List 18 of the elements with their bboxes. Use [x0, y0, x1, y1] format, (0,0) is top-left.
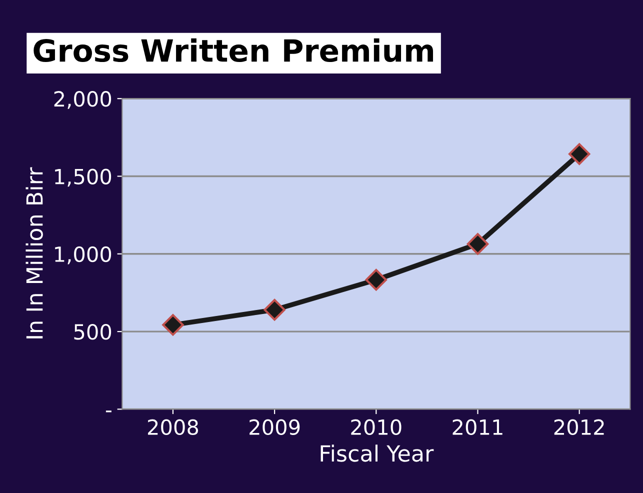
- y-tick-label: -: [106, 410, 112, 412]
- point: [466, 233, 489, 255]
- y-tick-label: 1,500: [55, 168, 112, 187]
- chart-title: Gross Written Premium: [34, 38, 434, 62]
- x-tick-label: 2012: [554, 419, 604, 436]
- point: [264, 298, 286, 321]
- x-tick-label: 2008: [148, 419, 198, 436]
- point: [162, 314, 184, 336]
- y-tick-label: 1,000: [55, 246, 112, 264]
- y-tick-label: 500: [74, 324, 112, 340]
- y-axis-title: In In Million Birr: [26, 167, 43, 338]
- point: [568, 143, 590, 165]
- x-tick-label: 2010: [351, 419, 402, 436]
- y-tick-label: 2,000: [54, 91, 112, 109]
- point: [365, 268, 388, 291]
- x-axis-title: Fiscal Year: [320, 444, 434, 462]
- x-tick-label: 2011: [452, 419, 502, 436]
- x-tick-label: 2009: [250, 419, 300, 436]
